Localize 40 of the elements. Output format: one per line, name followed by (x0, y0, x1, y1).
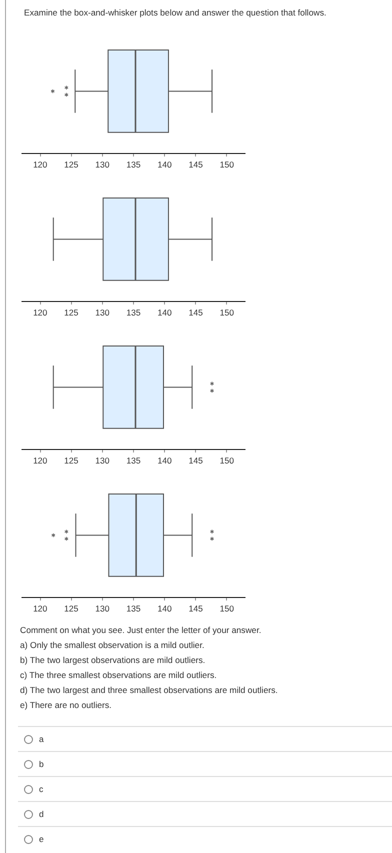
x-tick-label: 135 (126, 160, 141, 170)
x-tick-label: 150 (220, 604, 234, 614)
text: b (39, 759, 44, 769)
x-tick-label: 130 (95, 308, 110, 318)
x-tick-label: 145 (188, 456, 204, 466)
x-tick-label: 130 (95, 456, 110, 466)
x-tick-label: 135 (126, 308, 141, 318)
text: d (39, 809, 44, 819)
text: a (39, 734, 44, 744)
x-tick-label: 125 (64, 604, 79, 614)
x-tick-label: 120 (33, 604, 48, 614)
text: d) The two largest and three smallest observations are mild outliers. (20, 684, 279, 697)
x-tick-label: 140 (158, 456, 172, 466)
text: Comment on what you see. Just enter the letter of your answer. (20, 624, 262, 637)
x-tick-label: 130 (95, 604, 110, 614)
x-tick-label: 120 (33, 160, 48, 170)
x-tick-label: 140 (158, 160, 172, 170)
x-tick-label: 145 (188, 604, 204, 614)
x-tick-label: 140 (158, 604, 172, 614)
x-tick-label: 135 (126, 604, 141, 614)
text: e (39, 834, 44, 844)
x-tick-label: 150 (220, 160, 234, 170)
text: e) There are no outliers. (20, 699, 113, 712)
x-tick-label: 125 (64, 456, 79, 466)
x-tick-label: 120 (33, 308, 48, 318)
text: a) Only the smallest observation is a mild outlier. (20, 639, 206, 652)
x-tick-label: 145 (188, 160, 204, 170)
x-tick-label: 140 (158, 308, 172, 318)
chart-title: Examine the box-and-whisker plots below and answer the question that follows. (24, 8, 326, 18)
x-tick-label: 150 (220, 456, 234, 466)
text: c (39, 784, 44, 794)
text: b) The two largest observations are mild outliers. (20, 654, 206, 667)
x-tick-label: 150 (220, 308, 234, 318)
x-tick-label: 125 (64, 308, 79, 318)
x-tick-label: 135 (126, 456, 141, 466)
text: c) The three smallest observations are mild outliers. (20, 669, 218, 682)
x-tick-label: 145 (188, 308, 204, 318)
x-tick-label: 120 (33, 456, 48, 466)
x-tick-label: 130 (95, 160, 110, 170)
x-tick-label: 125 (64, 160, 79, 170)
